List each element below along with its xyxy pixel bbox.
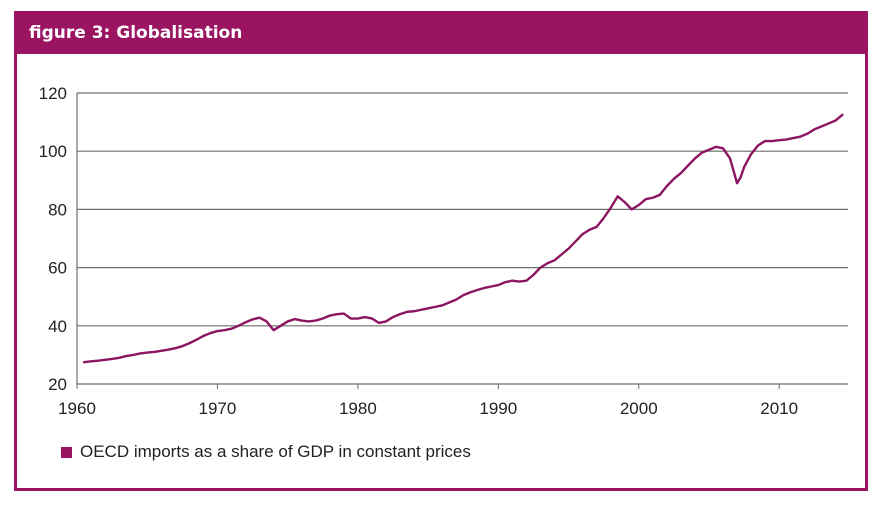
y-tick-label: 60 <box>48 259 67 278</box>
x-tick-label: 1960 <box>58 399 96 418</box>
y-tick-label: 100 <box>39 142 67 161</box>
x-tick-label: 2010 <box>760 399 798 418</box>
figure-header: figure 3: Globalisation <box>17 14 865 54</box>
y-tick-label: 120 <box>39 84 67 103</box>
y-tick-label: 80 <box>48 200 67 219</box>
figure-title: figure 3: Globalisation <box>29 23 243 43</box>
y-tick-label: 40 <box>48 317 67 336</box>
series-line-0 <box>82 113 844 364</box>
legend-swatch <box>61 446 72 458</box>
x-tick-label: 1990 <box>479 399 517 418</box>
x-tick-label: 1970 <box>199 399 237 418</box>
legend-label: OECD imports as a share of GDP in consta… <box>80 442 471 461</box>
y-tick-label: 20 <box>48 375 67 394</box>
x-tick-label: 2000 <box>620 399 658 418</box>
figure-frame: figure 3: Globalisation <box>14 11 868 491</box>
legend: OECD imports as a share of GDP in consta… <box>61 442 471 462</box>
x-tick-label: 1980 <box>339 399 377 418</box>
